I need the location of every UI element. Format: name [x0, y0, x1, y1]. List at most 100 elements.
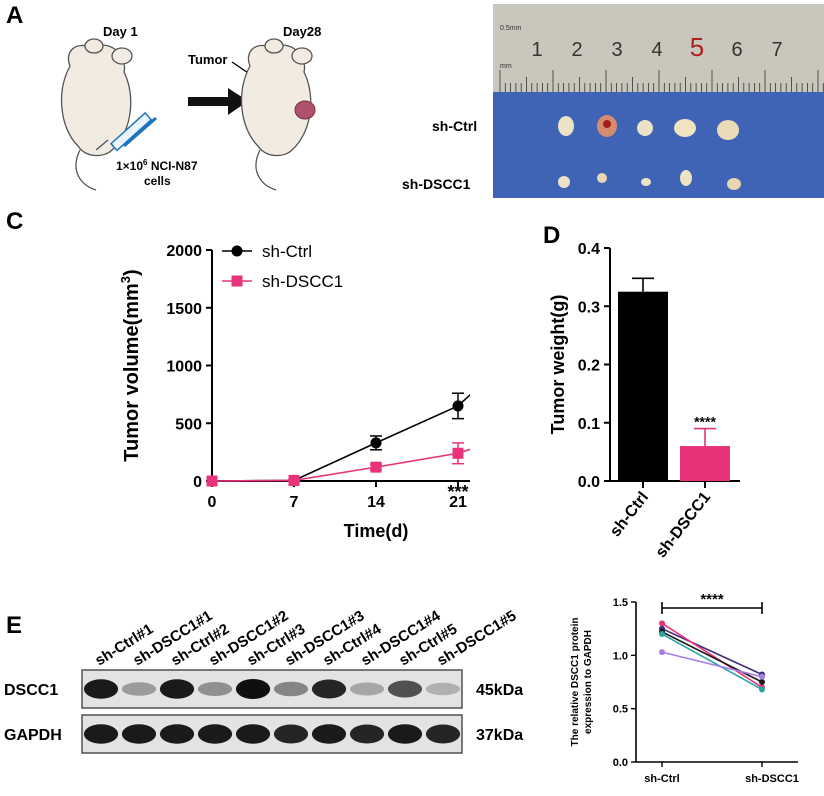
pair-point [659, 649, 665, 656]
y-tick-label: 1500 [166, 301, 202, 318]
panel-label-d: D [543, 222, 561, 249]
band [311, 679, 347, 699]
data-point [370, 461, 382, 473]
panel-a-schematic: Day 1 Day28 Tumor 1×106 NCI-N87 cells [60, 24, 321, 191]
tumor-weight-chart: 0.0 0.1 0.2 0.3 0.4 Tumor weight(g) sh-Ctrl sh-… [548, 241, 740, 561]
pair-point [759, 679, 765, 685]
data-point [452, 447, 464, 459]
panel-b-photo: 0.5mm mm 1 2 3 4 5 6 7 sh-Ctrl sh-DSCC1 [400, 0, 824, 198]
band [425, 724, 461, 744]
dscc1-quant-chart: 0.0 0.5 1.0 1.5 sh-Ctrl sh-DSCC1 The relative … [570, 591, 799, 785]
data-point [206, 475, 218, 487]
y-tick-label: 0.2 [578, 358, 600, 375]
band [159, 724, 195, 744]
blot-gapdh-kda: 37kDa [476, 727, 523, 744]
tumor-label: Tumor [188, 52, 227, 67]
band [273, 724, 309, 744]
y-tick-label: 1.0 [613, 650, 628, 662]
inject-cells: cells [144, 174, 171, 188]
x-tick-label: sh-Ctrl [644, 773, 679, 785]
legend-label: sh-Ctrl [262, 242, 312, 261]
band [349, 682, 385, 696]
syringe-icon [95, 111, 157, 152]
x-tick-label: 7 [290, 494, 299, 511]
band [387, 724, 423, 744]
band [387, 680, 423, 698]
arrow-right-icon [188, 88, 248, 115]
panel-label-c: C [6, 208, 24, 235]
band [235, 679, 271, 699]
y-tick-label: 0.3 [578, 299, 600, 316]
row-label-ctrl: sh-Ctrl [432, 118, 477, 134]
y-tick-label: 0.1 [578, 416, 600, 433]
y-axis-label: Tumor volume(mm3) [118, 269, 143, 461]
inject-dose: 1×106 NCI-N87 [116, 158, 198, 173]
band [121, 682, 157, 696]
sig-label: **** [700, 591, 724, 608]
pair-point [659, 631, 665, 637]
y-tick-label: 0.0 [613, 757, 628, 769]
band [83, 679, 119, 699]
bar-ctrl [618, 291, 668, 481]
pair-point [659, 620, 665, 627]
mouse-right [240, 38, 313, 191]
legend-marker [231, 245, 243, 257]
y-tick-label: 2000 [166, 243, 202, 260]
y-tick-label: 0.0 [578, 474, 600, 491]
band [159, 679, 195, 699]
x-tick-label: 14 [367, 494, 385, 511]
x-tick-label: 0 [208, 494, 217, 511]
data-point [288, 474, 300, 486]
tumor-mass [294, 100, 316, 120]
tumor-photo: 0.5mm mm 1 2 3 4 5 6 7 sh-Ctrl sh-DSCC1 [402, 4, 824, 198]
ruler-number: 4 [651, 39, 662, 61]
ruler-unit-label: mm [500, 63, 512, 70]
x-tick-label: sh-DSCC1 [745, 773, 799, 785]
y-tick-label: 500 [175, 416, 202, 433]
band [121, 724, 157, 744]
y-tick-label: 0.4 [578, 241, 600, 258]
blot-gapdh-label: GAPDH [4, 727, 62, 744]
day1-label: Day 1 [103, 24, 138, 39]
band [235, 724, 271, 744]
band [425, 682, 461, 696]
y-tick-label: 1.5 [613, 597, 628, 609]
pair-point [759, 686, 765, 693]
blot-dscc1-label: DSCC1 [4, 682, 58, 699]
series-line-dscc1 [211, 448, 470, 482]
y-tick-label: 0 [193, 474, 202, 491]
bar-dscc1 [680, 446, 730, 481]
ruler-number: 3 [611, 39, 622, 61]
pair-line [661, 622, 763, 689]
band [83, 724, 119, 744]
ruler-number: 6 [731, 39, 742, 61]
pair-line [661, 631, 763, 683]
y-axis-label: The relative DSCC1 protein expression to … [570, 618, 594, 747]
panel-label-e: E [6, 612, 23, 639]
pair-line [661, 633, 763, 691]
western-blot: sh-Ctrl#1sh-DSCC1#1sh-Ctrl#2sh-DSCC1#2sh… [4, 607, 523, 754]
ruler-number: 7 [771, 39, 782, 61]
x-axis-label: Time(d) [344, 521, 409, 541]
ruler-number: 1 [531, 39, 542, 61]
ruler-ticks [499, 70, 824, 92]
ruler-number: 2 [571, 39, 582, 61]
x-tick-label: sh-Ctrl [607, 489, 652, 540]
x-tick-label: sh-DSCC1 [653, 489, 715, 561]
pair-line [661, 651, 763, 678]
pair-line [661, 627, 763, 676]
legend: sh-Ctrl sh-DSCC1 [222, 242, 343, 291]
legend-label: sh-DSCC1 [262, 272, 343, 291]
band [349, 724, 385, 744]
ruler-number: 5 [690, 32, 704, 62]
legend-marker [231, 275, 243, 287]
panel-label-a: A [6, 2, 24, 29]
sig-label: **** [694, 414, 716, 430]
tumors-dscc1 [558, 170, 741, 190]
ruler-small-label: 0.5mm [500, 25, 522, 32]
y-axis-label: Tumor weight(g) [548, 295, 568, 435]
tumors-ctrl [558, 115, 739, 140]
y-tick-label: 0.5 [613, 704, 628, 716]
day28-label: Day28 [283, 24, 321, 39]
row-label-dscc1: sh-DSCC1 [402, 176, 471, 192]
